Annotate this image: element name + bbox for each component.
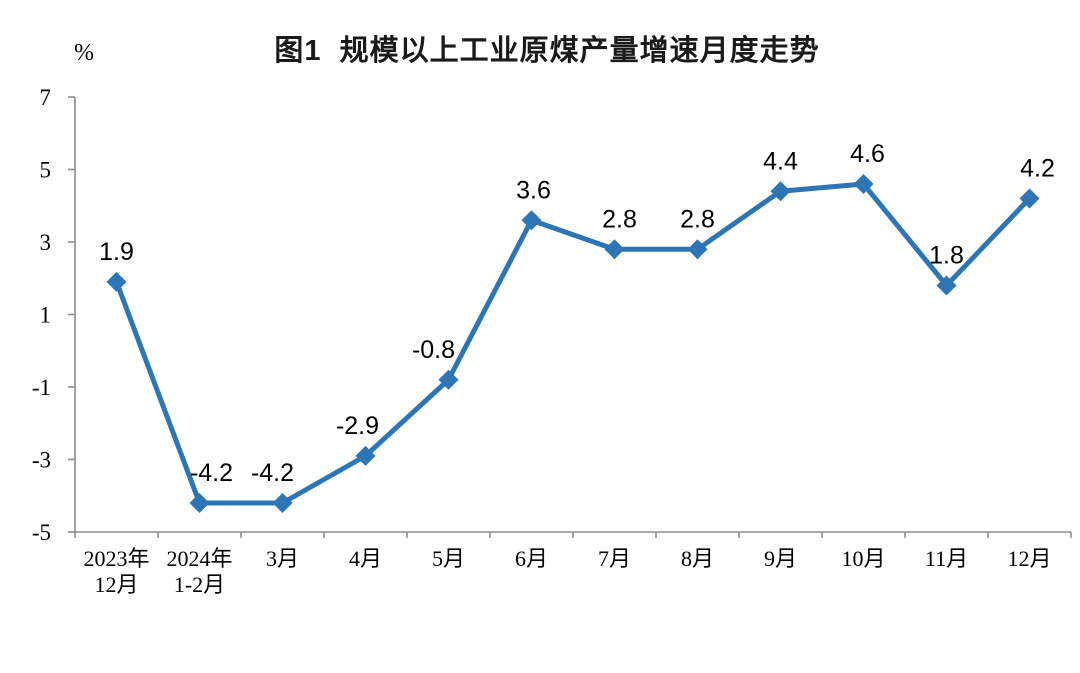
data-point-label: 2.8 bbox=[602, 205, 637, 233]
data-point-marker bbox=[355, 445, 376, 466]
x-tick-label: 2023年 bbox=[83, 546, 149, 571]
data-point-label: 1.8 bbox=[929, 242, 964, 270]
data-point-label: -0.8 bbox=[412, 336, 455, 364]
x-tick-label: 6月 bbox=[515, 546, 548, 571]
data-point-label: 4.2 bbox=[1020, 155, 1055, 183]
y-tick-label: 1 bbox=[40, 302, 52, 327]
y-tick-label: -3 bbox=[32, 447, 51, 472]
data-point-label: -4.2 bbox=[190, 459, 233, 487]
x-tick-label: 5月 bbox=[432, 546, 465, 571]
x-tick-label: 8月 bbox=[681, 546, 714, 571]
data-point-label: -4.2 bbox=[251, 459, 294, 487]
data-point-label: 4.4 bbox=[763, 147, 798, 175]
x-tick-label: 1-2月 bbox=[174, 572, 225, 597]
data-point-label: -2.9 bbox=[336, 412, 379, 440]
y-tick-label: 3 bbox=[40, 230, 52, 255]
data-point-marker bbox=[189, 493, 210, 513]
data-line bbox=[114, 181, 1032, 506]
data-point-marker bbox=[853, 174, 874, 194]
y-tick-label: -1 bbox=[32, 375, 51, 400]
y-tick-label: 5 bbox=[40, 157, 52, 182]
x-tick-label: 12月 bbox=[94, 572, 138, 597]
data-point-marker bbox=[1019, 188, 1040, 209]
data-point-marker bbox=[521, 210, 542, 231]
x-tick-label: 2024年 bbox=[166, 546, 232, 571]
data-point-label: 3.6 bbox=[516, 176, 551, 204]
data-point-marker bbox=[272, 493, 293, 513]
data-point-label: 4.6 bbox=[850, 140, 885, 168]
data-point-marker bbox=[936, 275, 957, 296]
data-point-marker bbox=[438, 369, 459, 390]
x-tick-label: 12月 bbox=[1007, 546, 1051, 571]
x-tick-label: 10月 bbox=[841, 546, 885, 571]
data-point-marker bbox=[604, 239, 625, 260]
x-tick-label: 9月 bbox=[764, 546, 797, 571]
data-point-marker bbox=[770, 181, 791, 202]
x-tick-label: 11月 bbox=[925, 546, 968, 571]
data-point-marker bbox=[106, 271, 127, 292]
x-tick-label: 4月 bbox=[349, 546, 382, 571]
x-tick-label: 3月 bbox=[266, 546, 299, 571]
data-point-marker bbox=[687, 239, 708, 260]
y-tick-label: 7 bbox=[40, 85, 52, 110]
y-tick-label: -5 bbox=[32, 520, 51, 545]
y-axis-unit-label: % bbox=[74, 40, 94, 66]
data-point-label: 2.8 bbox=[680, 205, 715, 233]
chart-title: 图1 规模以上工业原煤产量增速月度走势 bbox=[274, 35, 820, 67]
data-point-label: 1.9 bbox=[99, 238, 134, 266]
x-tick-label: 7月 bbox=[598, 546, 631, 571]
